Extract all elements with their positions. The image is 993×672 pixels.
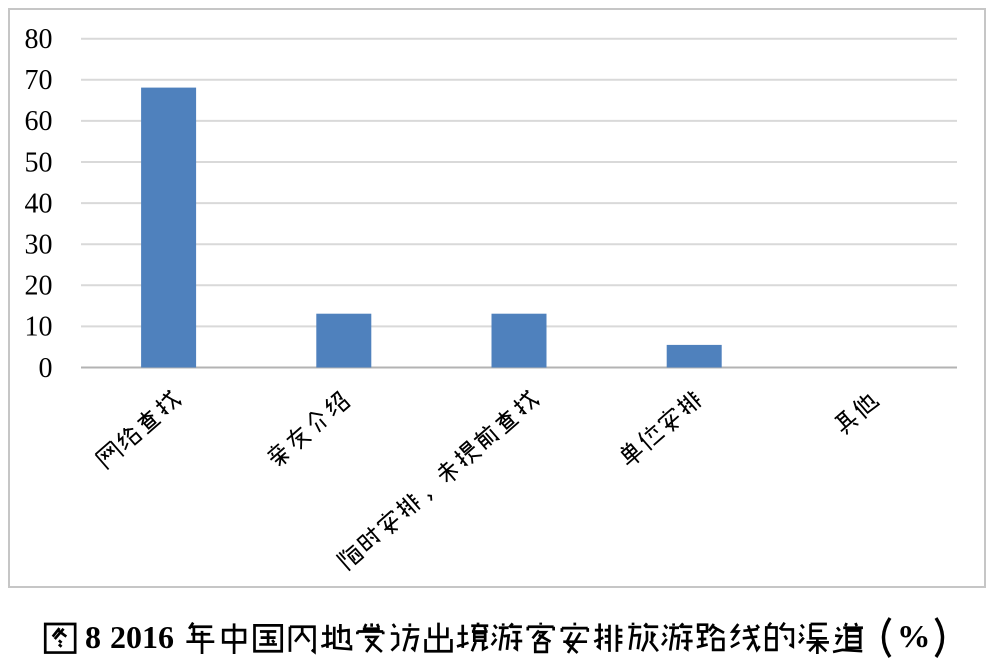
svg-text:50: 50: [25, 147, 53, 178]
svg-text:70: 70: [25, 65, 53, 96]
svg-text:%: %: [897, 618, 931, 654]
svg-text:40: 40: [25, 188, 53, 219]
svg-text:0: 0: [39, 353, 53, 384]
svg-text:80: 80: [25, 24, 53, 55]
svg-text:60: 60: [25, 106, 53, 137]
svg-text:8: 8: [85, 619, 101, 655]
svg-text:10: 10: [25, 312, 53, 343]
svg-text:30: 30: [25, 230, 53, 261]
svg-text:20: 20: [25, 271, 53, 302]
svg-text:2016: 2016: [110, 619, 174, 655]
